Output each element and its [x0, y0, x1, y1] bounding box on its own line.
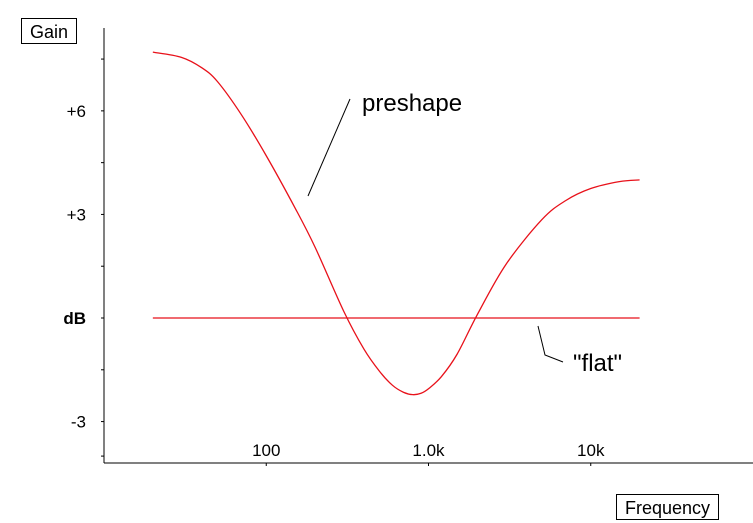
ticks-layer: +6 +3 dB -3 100 1.0k 10k	[63, 58, 605, 466]
y-tick-label: +3	[67, 205, 86, 224]
y-tick-label: +6	[67, 102, 86, 121]
y-axis-title: Gain	[21, 18, 78, 44]
y-tick-label: -3	[71, 413, 86, 432]
series-layer	[152, 51, 640, 396]
preshape-curve	[152, 51, 640, 396]
y-tick-label: dB	[63, 309, 86, 328]
flat-leader-line	[537, 325, 564, 363]
preshape-leader-line	[307, 98, 351, 197]
annotation-layer: preshape "flat"	[307, 90, 622, 377]
preshape-label: preshape	[362, 90, 462, 117]
x-axis-title: Frequency	[616, 494, 720, 520]
x-tick-label: 10k	[577, 441, 605, 460]
flat-label: "flat"	[573, 350, 622, 377]
x-tick-label: 1.0k	[412, 441, 445, 460]
x-tick-label: 100	[252, 441, 280, 460]
